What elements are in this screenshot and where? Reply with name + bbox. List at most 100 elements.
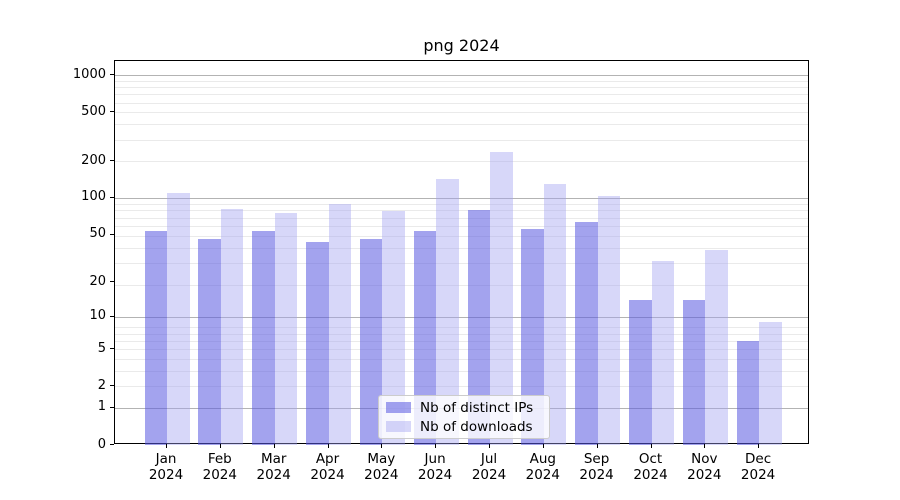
y-tick-mark (110, 160, 114, 161)
x-tick-label: Jan 2024 (139, 451, 193, 483)
plot-area: Nb of distinct IPs Nb of downloads (114, 60, 809, 445)
bar-ips-oct (629, 300, 652, 445)
x-tick-year: 2024 (256, 466, 291, 483)
legend-swatch-downloads (386, 421, 411, 432)
x-tick-month: Jan (155, 451, 177, 467)
x-tick-label: Aug 2024 (516, 451, 570, 483)
y-tick-mark (110, 74, 114, 75)
minor-gridline (115, 349, 808, 351)
minor-gridline (115, 333, 808, 335)
y-tick-label: 10 (89, 308, 106, 324)
bar-ips-feb (198, 238, 221, 445)
x-tick-label: Feb 2024 (193, 451, 247, 483)
x-tick-label: Oct 2024 (624, 451, 678, 483)
bar-downloads-may (382, 211, 405, 445)
x-tick-year: 2024 (148, 466, 184, 483)
x-tick-month: Nov (691, 451, 718, 467)
x-tick-year: 2024 (687, 466, 722, 483)
x-tick-label: Jul 2024 (462, 451, 516, 483)
y-tick-label: 500 (81, 103, 106, 119)
bar-downloads-feb (220, 209, 244, 445)
y-tick-label: 0 (97, 436, 106, 452)
x-tick-month: Apr (315, 451, 340, 467)
major-gridline (115, 316, 808, 318)
minor-gridline (115, 262, 808, 264)
x-tick-mark (758, 444, 760, 448)
bar-ips-apr (306, 242, 329, 445)
x-tick-year: 2024 (310, 466, 345, 483)
x-tick-year: 2024 (633, 466, 668, 483)
y-tick-mark (110, 281, 114, 282)
legend-label-ips: Nb of distinct IPs (420, 399, 534, 416)
bar-ips-jul (467, 209, 490, 445)
x-tick-year: 2024 (202, 466, 237, 483)
minor-gridline (115, 327, 808, 329)
legend-label-downloads: Nb of downloads (420, 418, 533, 435)
x-tick-month: Aug (529, 451, 556, 467)
legend-row-ips: Nb of distinct IPs (386, 400, 542, 416)
y-tick-mark (110, 233, 114, 235)
minor-gridline (115, 112, 808, 114)
x-tick-year: 2024 (525, 466, 560, 483)
x-tick-month: Jun (424, 451, 446, 467)
minor-gridline (115, 139, 808, 141)
x-tick-mark (273, 444, 275, 448)
x-tick-mark (435, 444, 437, 448)
y-tick-label: 2 (97, 377, 106, 393)
x-tick-mark (327, 444, 329, 448)
x-tick-mark (219, 444, 221, 448)
bar-ips-may (359, 238, 383, 445)
minor-gridline (115, 386, 808, 388)
x-tick-label: Nov 2024 (677, 451, 731, 483)
bar-downloads-aug (543, 183, 567, 445)
x-tick-month: Oct (638, 451, 663, 467)
minor-gridline (115, 124, 808, 126)
minor-gridline (115, 210, 808, 212)
legend-swatch-ips (386, 402, 411, 413)
minor-gridline (115, 284, 808, 286)
minor-gridline (115, 225, 808, 227)
x-tick-label: Apr 2024 (301, 451, 355, 483)
minor-gridline (115, 235, 808, 237)
x-tick-mark (704, 444, 706, 448)
x-tick-month: Dec (745, 451, 772, 467)
x-tick-year: 2024 (364, 466, 399, 483)
x-tick-mark (381, 444, 383, 448)
x-tick-label: Jun 2024 (408, 451, 462, 483)
chart-title: png 2024 (423, 36, 500, 55)
bar-downloads-sep (597, 195, 621, 445)
x-tick-mark (166, 444, 167, 448)
x-tick-label: Mar 2024 (247, 451, 301, 483)
x-tick-year: 2024 (579, 466, 614, 483)
x-tick-month: May (367, 451, 396, 467)
minor-gridline (115, 217, 808, 219)
minor-gridline (115, 161, 808, 163)
major-gridline (115, 75, 808, 76)
minor-gridline (115, 204, 808, 205)
y-tick-label: 100 (81, 189, 106, 205)
bar-ips-nov (682, 300, 706, 445)
x-tick-label: Dec 2024 (731, 451, 785, 483)
minor-gridline (115, 80, 808, 82)
x-tick-year: 2024 (471, 466, 507, 483)
bar-downloads-jul (490, 152, 513, 445)
y-tick-label: 5 (97, 340, 106, 356)
x-tick-mark (489, 444, 490, 448)
minor-gridline (115, 94, 808, 96)
x-tick-label: Sep 2024 (570, 451, 624, 483)
x-tick-mark (650, 444, 652, 448)
y-tick-label: 200 (81, 152, 106, 168)
minor-gridline (115, 358, 808, 360)
x-tick-year: 2024 (740, 466, 776, 483)
bar-ips-jan (144, 231, 167, 445)
x-tick-month: Jul (480, 451, 498, 467)
y-tick-mark (110, 348, 114, 350)
x-tick-month: Feb (207, 451, 232, 467)
y-tick-label: 20 (89, 273, 106, 289)
bar-ips-sep (575, 221, 598, 445)
y-tick-label: 50 (89, 226, 106, 241)
minor-gridline (115, 102, 808, 104)
y-tick-mark (110, 196, 114, 198)
bar-downloads-mar (274, 213, 298, 445)
